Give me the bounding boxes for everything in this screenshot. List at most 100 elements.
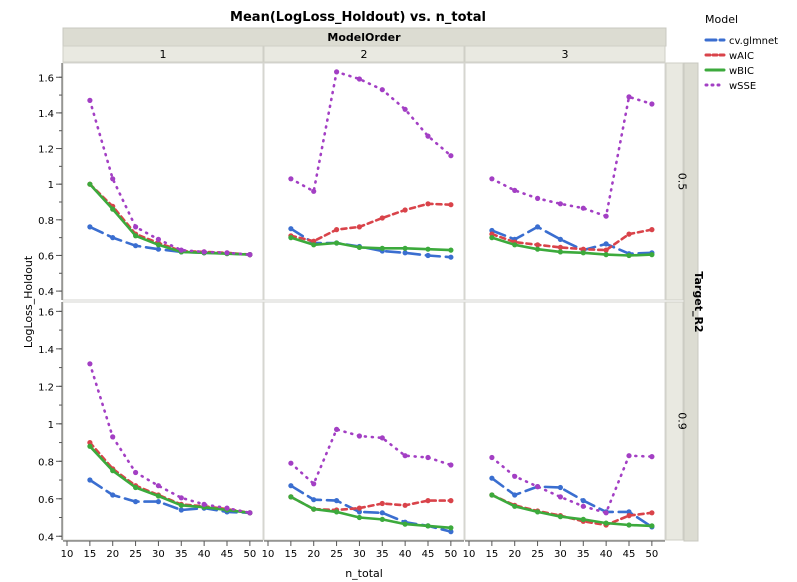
data-point-cv-glmnet bbox=[557, 236, 564, 242]
y-tick-label: 1.6 bbox=[38, 307, 54, 318]
x-tick-label: 30 bbox=[152, 549, 165, 560]
data-point-wSSE bbox=[356, 433, 362, 439]
legend-entry-label: wSSE bbox=[729, 81, 756, 92]
data-point-wSSE bbox=[87, 97, 93, 103]
panel-grid: 1 2 3 0.5 0.9 0.4 0.6 0.8 1 1.2 1.4 1.6 0.4 0.6 0.8 1 1.… bbox=[38, 45, 689, 560]
x-tick-label: 10 bbox=[61, 549, 74, 560]
data-point-wSSE bbox=[580, 503, 586, 509]
chart-title: Mean(LogLoss_Holdout) vs. n_total bbox=[230, 10, 486, 25]
data-point-wAIC bbox=[649, 227, 655, 233]
x-tick-label: 10 bbox=[262, 549, 275, 560]
data-point-cv-glmnet bbox=[334, 498, 340, 504]
x-tick-label: 45 bbox=[422, 549, 435, 560]
data-point-wSSE bbox=[649, 101, 655, 107]
data-point-wBIC bbox=[448, 247, 454, 253]
data-point-wSSE bbox=[178, 247, 184, 253]
data-point-wAIC bbox=[87, 440, 93, 446]
data-point-wSSE bbox=[334, 69, 340, 75]
data-point-wSSE bbox=[155, 236, 161, 242]
data-point-wSSE bbox=[201, 249, 207, 255]
y-axis-label: LogLoss_Holdout bbox=[22, 255, 35, 348]
series-line-cv-glmnet bbox=[88, 225, 252, 256]
data-point-wSSE bbox=[311, 188, 317, 194]
series-line-wBIC bbox=[289, 236, 453, 252]
data-point-wSSE bbox=[603, 510, 609, 516]
data-point-wSSE bbox=[133, 224, 139, 230]
data-point-wAIC bbox=[311, 238, 317, 244]
data-point-wSSE bbox=[580, 205, 586, 211]
data-point-wSSE bbox=[402, 453, 408, 459]
data-point-wBIC bbox=[155, 493, 161, 499]
data-point-wAIC bbox=[649, 510, 655, 516]
legend: Model cv.glmnet wAIC wBIC wSSE bbox=[704, 13, 778, 92]
series-line-wBIC bbox=[88, 444, 252, 515]
data-point-wSSE bbox=[379, 435, 385, 441]
data-point-wAIC bbox=[557, 244, 564, 250]
data-point-wBIC bbox=[288, 235, 294, 241]
data-point-wAIC bbox=[379, 500, 385, 507]
row-strip-label: 0.5 bbox=[676, 173, 689, 191]
data-point-wSSE bbox=[489, 454, 495, 461]
legend-entry-label: wAIC bbox=[729, 51, 754, 62]
legend-title: Model bbox=[705, 13, 738, 26]
data-point-wBIC bbox=[110, 206, 116, 212]
data-point-wAIC bbox=[356, 505, 362, 511]
y-tick-label: 0.8 bbox=[38, 216, 54, 227]
x-tick-label: 20 bbox=[106, 549, 119, 560]
data-point-wSSE bbox=[224, 250, 230, 256]
data-point-wSSE bbox=[489, 176, 495, 182]
y-tick-label: 1.2 bbox=[38, 145, 54, 156]
data-point-wBIC bbox=[489, 235, 495, 241]
data-point-wAIC bbox=[535, 242, 541, 248]
data-point-wSSE bbox=[133, 469, 139, 476]
data-point-wSSE bbox=[178, 495, 184, 501]
data-point-wAIC bbox=[580, 246, 586, 252]
panel-frame bbox=[62, 301, 264, 541]
data-point-wBIC bbox=[402, 521, 408, 527]
x-tick-label: 25 bbox=[330, 549, 343, 560]
data-point-wSSE bbox=[535, 484, 541, 490]
data-point-cv-glmnet bbox=[626, 509, 632, 515]
data-point-wBIC bbox=[535, 246, 541, 252]
data-point-wBIC bbox=[626, 522, 632, 528]
data-point-cv-glmnet bbox=[557, 484, 564, 491]
column-strip bbox=[464, 45, 666, 63]
data-point-wSSE bbox=[356, 76, 362, 82]
data-point-wBIC bbox=[603, 252, 609, 258]
x-tick-label: 50 bbox=[444, 549, 457, 560]
series-line-wSSE bbox=[289, 70, 453, 193]
data-point-wSSE bbox=[334, 426, 340, 432]
y-tick-label: 0.6 bbox=[38, 495, 54, 506]
y-tick-label: 1.2 bbox=[38, 382, 54, 393]
series-line-wAIC bbox=[289, 202, 453, 243]
x-tick-label: 30 bbox=[353, 549, 366, 560]
data-point-wSSE bbox=[402, 106, 408, 112]
column-strip bbox=[62, 45, 264, 63]
x-axis-label: n_total bbox=[345, 567, 383, 580]
data-point-wAIC bbox=[402, 207, 408, 213]
series-line-wSSE bbox=[88, 99, 252, 256]
data-point-cv-glmnet bbox=[133, 499, 139, 505]
x-tick-label: 35 bbox=[577, 549, 590, 560]
data-point-wSSE bbox=[626, 453, 632, 459]
data-point-cv-glmnet bbox=[448, 254, 454, 260]
y-tick-label: 1 bbox=[48, 180, 54, 191]
data-point-wBIC bbox=[512, 503, 518, 509]
data-point-wSSE bbox=[201, 501, 207, 507]
x-tick-label: 50 bbox=[645, 549, 658, 560]
panel-frame bbox=[263, 62, 465, 301]
data-point-wSSE bbox=[110, 176, 116, 182]
data-point-wBIC bbox=[133, 233, 139, 239]
data-point-wAIC bbox=[626, 231, 632, 237]
data-point-wSSE bbox=[649, 454, 655, 460]
series-line-wSSE bbox=[289, 428, 453, 486]
x-tick-label: 40 bbox=[600, 549, 613, 560]
data-point-cv-glmnet bbox=[580, 498, 586, 504]
data-point-wSSE bbox=[288, 176, 294, 182]
row-strip bbox=[665, 301, 684, 541]
column-strip-label: 3 bbox=[562, 48, 569, 61]
data-point-wSSE bbox=[425, 133, 431, 139]
data-point-wBIC bbox=[535, 509, 541, 515]
data-point-cv-glmnet bbox=[133, 243, 139, 249]
x-tick-label: 30 bbox=[554, 549, 567, 560]
